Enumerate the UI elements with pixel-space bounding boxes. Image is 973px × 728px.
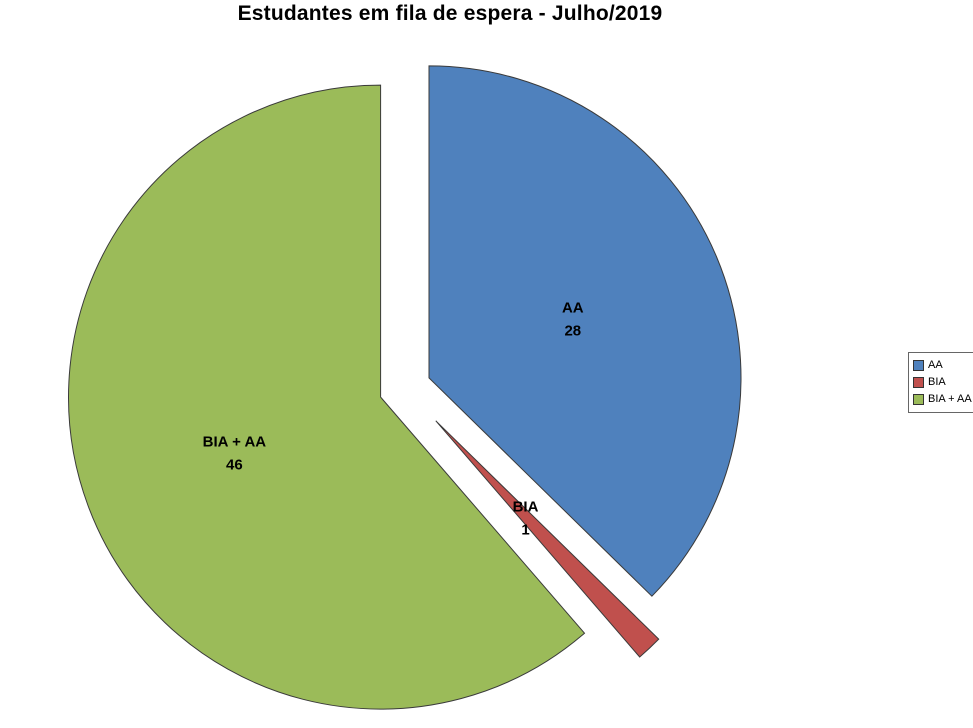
slice-data-label-bia-aa: BIA + AA 46: [203, 433, 267, 473]
slice-data-label-bia: BIA 1: [513, 498, 539, 538]
slice-data-label-aa: AA 28: [562, 300, 584, 340]
legend-item-aa: AA: [913, 357, 972, 374]
chart-title: Estudantes em fila de espera - Julho/201…: [237, 2, 663, 25]
legend-item-bia-aa: BIA + AA: [913, 391, 972, 408]
legend-label-bia-aa: BIA + AA: [928, 393, 972, 405]
pie-slice-aa: [428, 65, 742, 597]
legend-label-aa: AA: [928, 359, 943, 371]
legend-item-bia: BIA: [913, 374, 972, 391]
legend-label-bia: BIA: [928, 376, 946, 388]
legend-swatch-bia-aa: [913, 394, 924, 405]
legend-swatch-aa: [913, 360, 924, 371]
legend-swatch-bia: [913, 377, 924, 388]
pie-slice-bia-aa: [68, 84, 586, 710]
pie-slice-bia: [435, 420, 660, 658]
legend: AA BIA BIA + AA: [908, 352, 973, 413]
